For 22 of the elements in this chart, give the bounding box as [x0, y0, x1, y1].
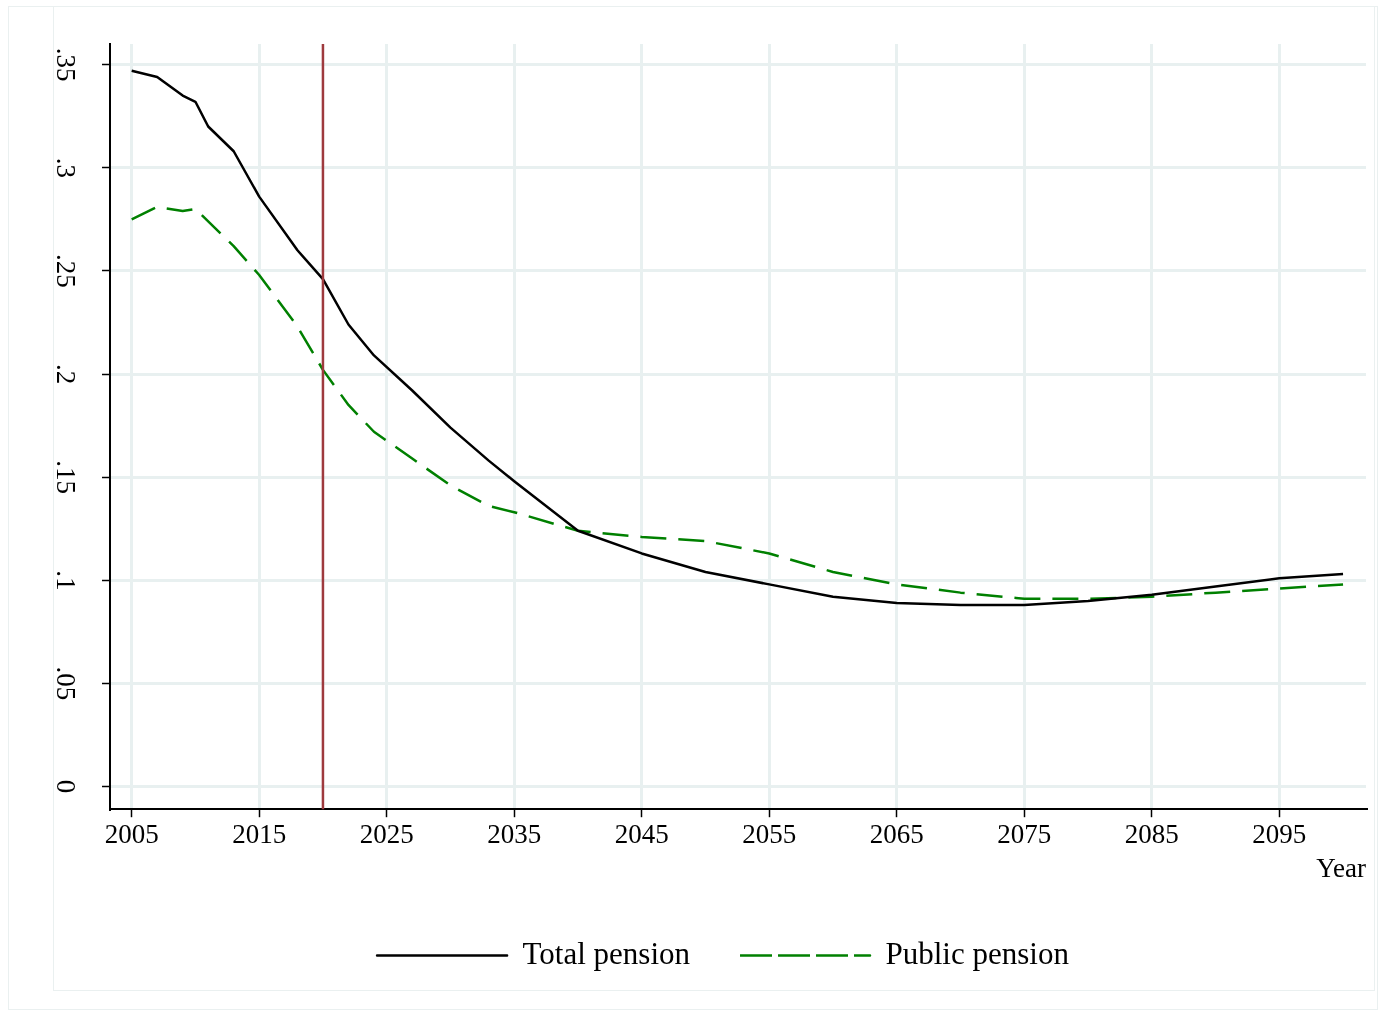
x-tick-label: 2095	[1252, 819, 1307, 850]
y-tick-label: .3	[50, 157, 81, 178]
x-tick-label: 2015	[232, 819, 287, 850]
legend-label: Public pension	[885, 935, 1070, 971]
y-tick-label: .25	[50, 254, 81, 288]
x-tick-label: 2005	[104, 819, 159, 850]
y-tick-label: .2	[50, 363, 81, 385]
line-series	[130, 205, 1345, 601]
legend-label: Total pension	[522, 935, 691, 971]
y-tick-label: 0	[50, 779, 81, 794]
x-tick-label: 2045	[614, 819, 669, 850]
x-tick-label: 2085	[1124, 819, 1179, 850]
y-tick-label: .1	[50, 570, 81, 591]
x-tick-label: 2075	[997, 819, 1052, 850]
y-tick-label: .15	[50, 460, 81, 495]
y-tick-label: .05	[50, 666, 81, 701]
x-tick-label: 2065	[869, 819, 924, 850]
x-tick-label: 2025	[359, 819, 414, 850]
x-tick-label: 2055	[742, 819, 797, 850]
x-tick-label: 2035	[487, 819, 542, 850]
x-axis-title: Year	[1316, 852, 1366, 883]
y-tick-label: .35	[50, 47, 81, 82]
